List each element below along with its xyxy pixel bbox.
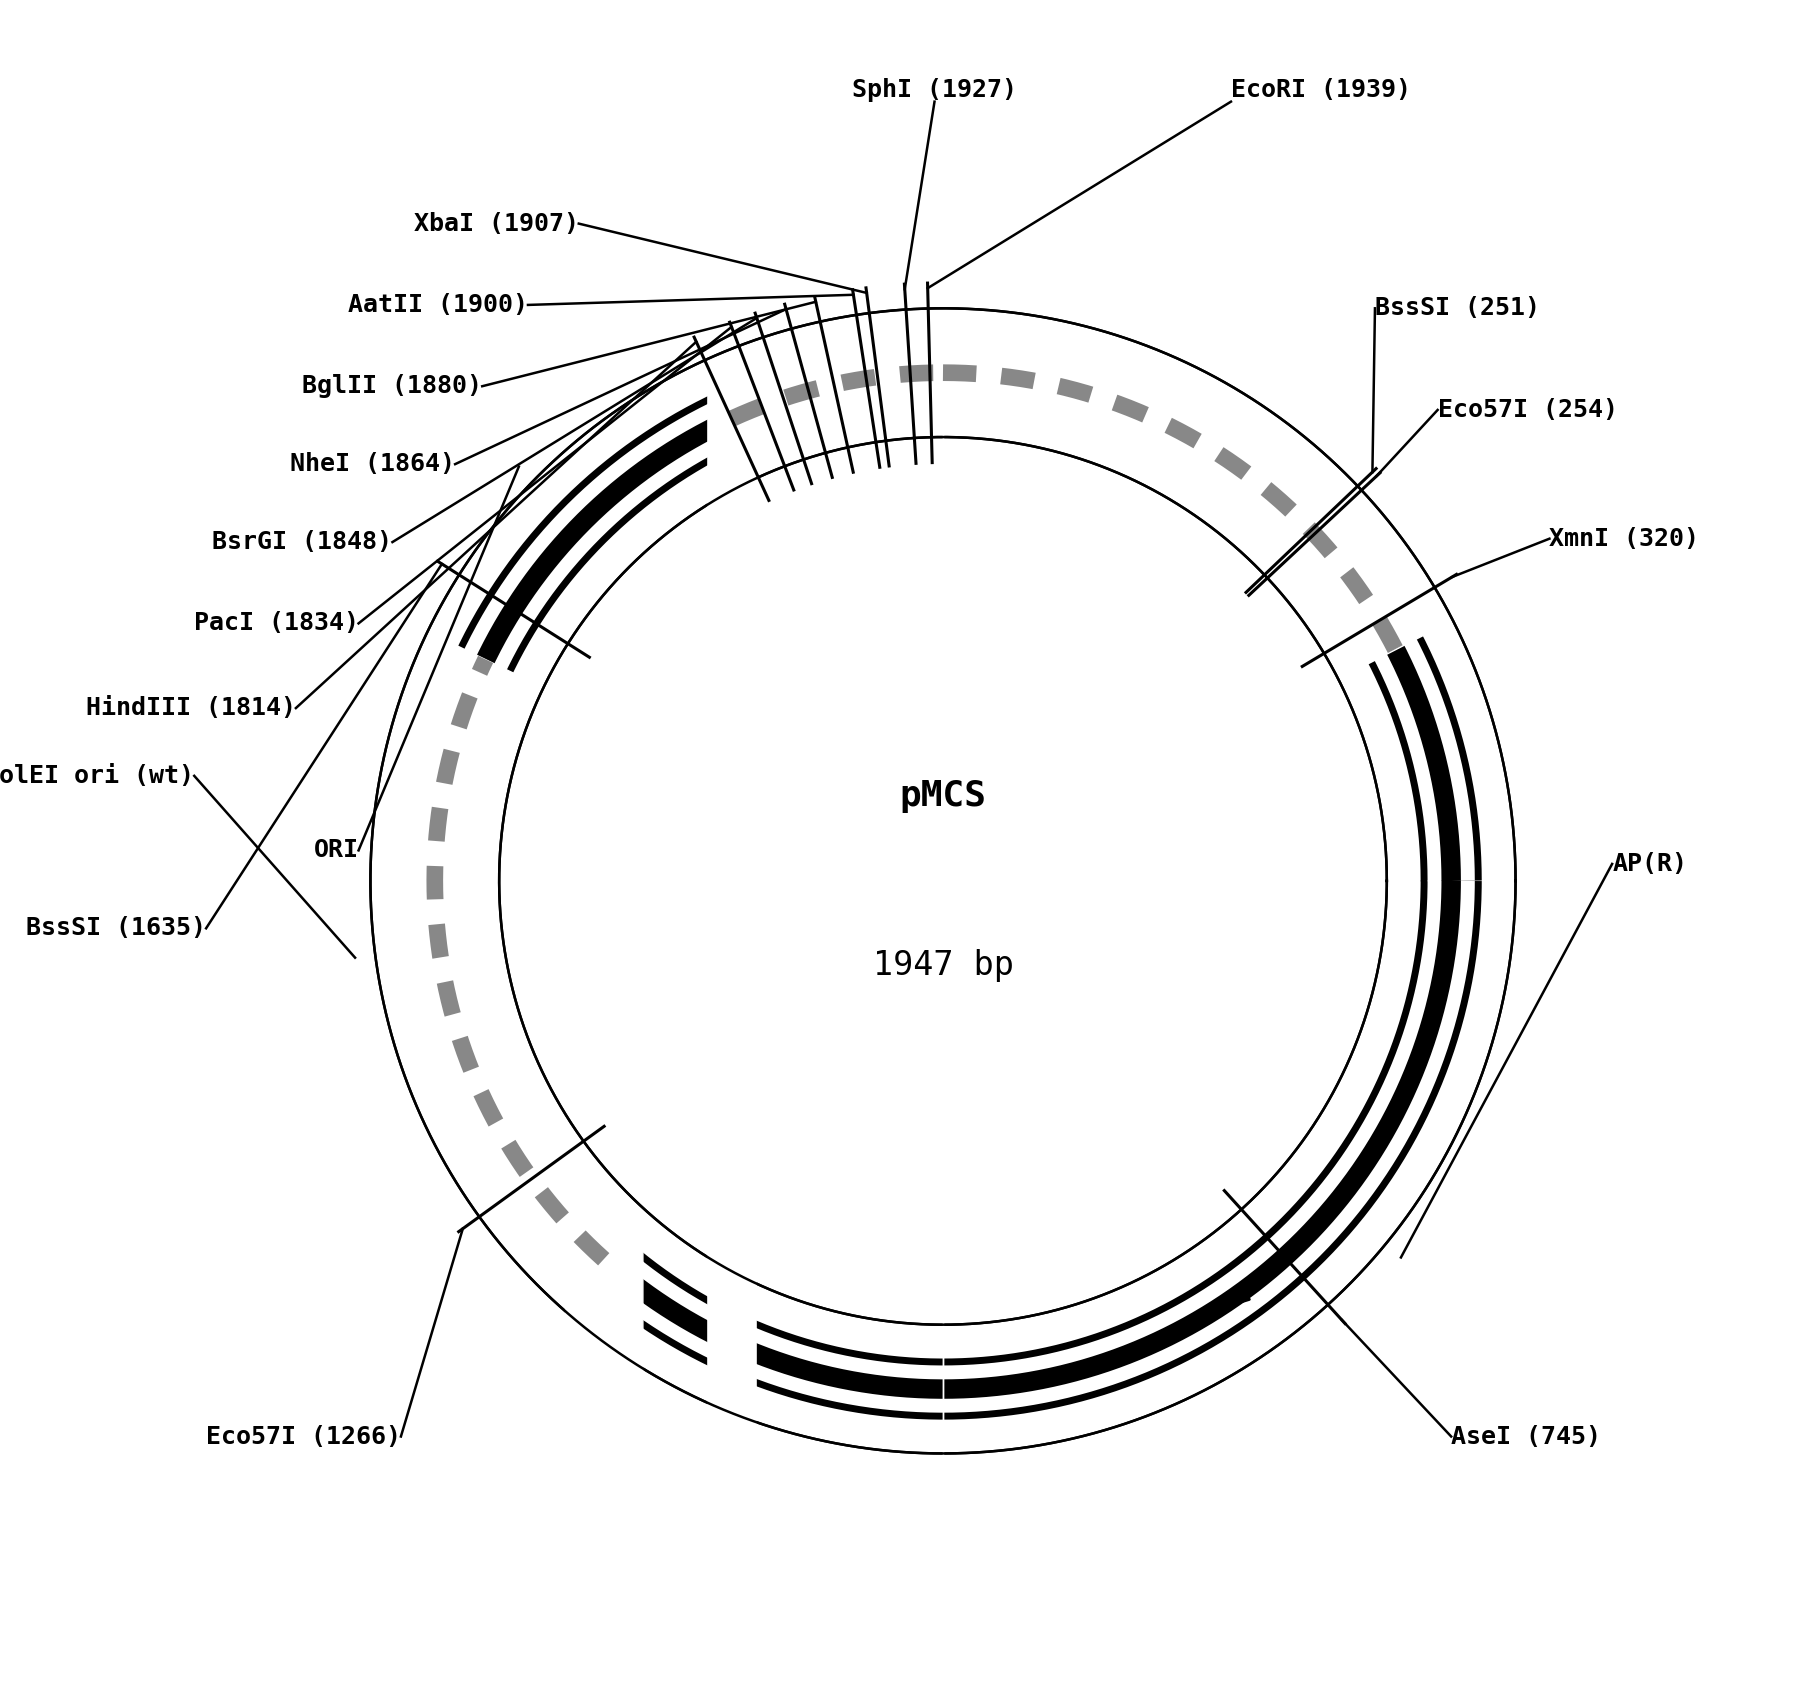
Text: AP(R): AP(R) (1612, 852, 1687, 876)
Text: ORI: ORI (314, 839, 359, 862)
Text: Eco57I (1266): Eco57I (1266) (206, 1425, 400, 1448)
Text: EcoRI (1939): EcoRI (1939) (1231, 78, 1411, 102)
Text: Eco57I (254): Eco57I (254) (1438, 398, 1617, 422)
Text: BssSI (1635): BssSI (1635) (27, 916, 206, 940)
Text: AatII (1900): AatII (1900) (348, 293, 528, 317)
Text: PacI (1834): PacI (1834) (194, 612, 359, 635)
Text: BssSI (251): BssSI (251) (1375, 296, 1540, 320)
Text: pMCS: pMCS (899, 779, 987, 813)
Text: ColEI ori (wt): ColEI ori (wt) (0, 764, 194, 788)
Text: XmnI (320): XmnI (320) (1549, 527, 1700, 551)
Text: AseI (745): AseI (745) (1450, 1425, 1601, 1448)
Text: BglII (1880): BglII (1880) (302, 374, 483, 398)
Text: BsrGI (1848): BsrGI (1848) (212, 530, 393, 554)
Text: HindIII (1814): HindIII (1814) (86, 696, 296, 720)
Text: XbaI (1907): XbaI (1907) (415, 212, 578, 235)
Text: NheI (1864): NheI (1864) (291, 452, 456, 476)
Text: SphI (1927): SphI (1927) (853, 78, 1018, 102)
Text: 1947 bp: 1947 bp (872, 949, 1014, 983)
